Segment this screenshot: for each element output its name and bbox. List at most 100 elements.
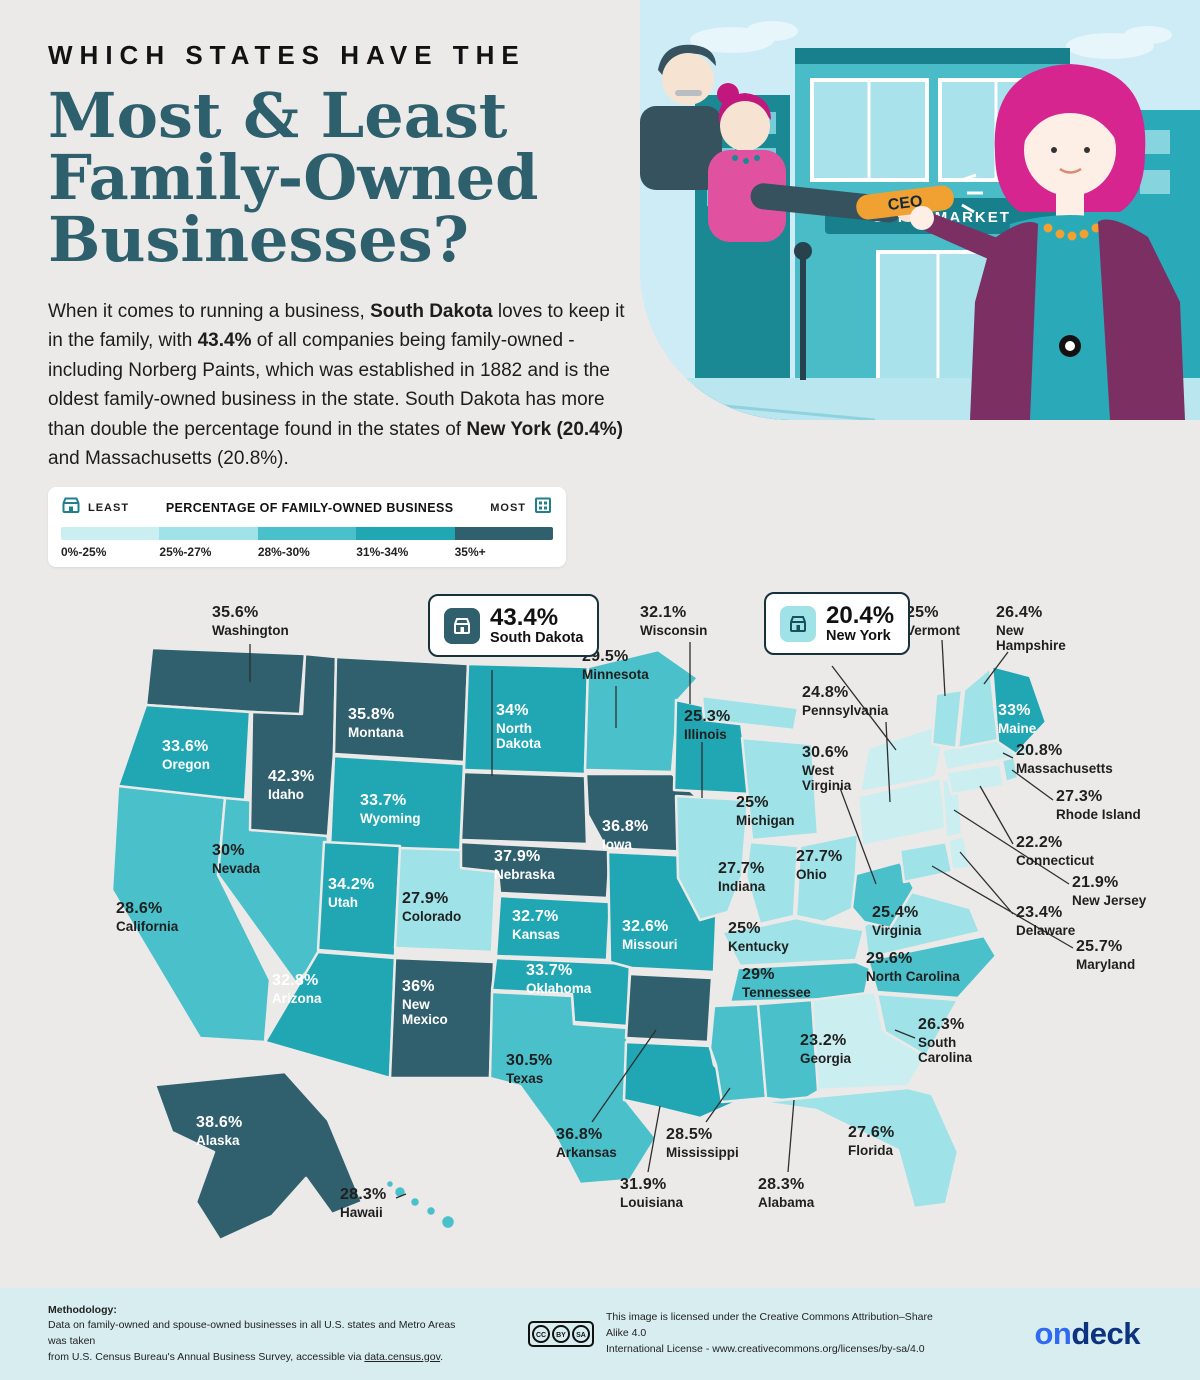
motion-lines [961,173,983,214]
state-south-dakota [459,770,589,846]
intro-paragraph: When it comes to running a business, Sou… [48,301,625,470]
business-icon [780,605,816,642]
state-label-washington: 35.6% Washington [212,604,289,638]
state-label-south-carolina: 26.3% South Carolina [918,1016,973,1066]
state-north-carolina [866,934,998,1000]
state-label-utah: 34.2% Utah [328,876,375,910]
state-ohio [794,832,860,924]
state-label-massachusetts: 20.8% Massachusetts [1016,742,1113,776]
legend-swatch-0 [61,527,160,540]
state-label-new-hampshire: 26.4% New Hampshire [996,604,1066,654]
state-label-virginia: 25.4% Virginia [872,904,922,938]
legend-swatch-1 [159,527,258,540]
state-connecticut [944,762,1006,796]
legend-range-0: 0%-25% [61,545,107,559]
leader-line [931,865,1074,949]
footer: Methodology: Data on family-owned and sp… [0,1288,1200,1380]
legend-swatch-4 [454,527,553,540]
state-florida [758,1086,960,1210]
south-dakota-callout: 43.4% South Dakota [428,594,600,658]
business-icon [444,607,480,644]
ceo-baton-text: CEO [887,193,923,214]
state-label-kansas: 32.7% Kansas [512,908,561,942]
header: WHICH STATES HAVE THE Most & Least Famil… [48,40,648,474]
legend-swatch-2 [257,527,357,540]
leader-line [647,1105,661,1173]
leader-line [1011,769,1054,801]
state-label-north-carolina: 29.6% North Carolina [866,950,960,984]
kicker: WHICH STATES HAVE THE [48,40,526,70]
legend: LEAST PERCENTAGE OF FAMILY-OWNED BUSINES… [48,487,566,567]
callout-state-name: New York [826,628,891,645]
large-business-icon [533,496,553,519]
lamp-post-icon [794,242,812,380]
legend-range-labels: 0%-25% 25%-27% 28%-30% 31%-34% 35%+ [61,545,553,559]
legend-title: PERCENTAGE OF FAMILY-OWNED BUSINESS [165,500,454,515]
license: CC BY SA This image is licensed under th… [528,1310,936,1357]
state-label-arkansas: 36.8% Arkansas [556,1126,617,1160]
legend-most-label: MOST [490,501,526,514]
state-label-rhode-island: 27.3% Rhode Island [1056,788,1141,822]
state-label-iowa: 36.8% Iowa [602,818,649,852]
legend-range-4: 35%+ [454,545,486,559]
state-label-alabama: 28.3% Alabama [758,1176,815,1210]
state-utah [316,840,402,958]
leader-line [983,651,1009,685]
person-woman-bun [708,83,786,242]
state-label-maryland: 25.7% Maryland [1076,938,1136,972]
leader-line [953,809,1070,885]
state-maine [990,664,1048,756]
leader-line [959,851,1014,915]
person-ceo-woman [910,64,1185,420]
legend-swatch-3 [356,527,455,540]
cloud-icon [746,21,798,41]
methodology-text: Data on family-owned and spouse-owned bu… [48,1319,456,1363]
leader-line [395,1193,407,1199]
state-label-pennsylvania: 24.8% Pennsylvania [802,684,889,718]
small-business-icon [61,496,81,519]
state-label-maine: 33% Maine [998,702,1037,736]
state-label-hawaii: 28.3% Hawaii [340,1186,387,1220]
leader-line [839,787,877,885]
state-label-west-virginia: 30.6% West Virginia [802,744,852,794]
leader-line [885,721,891,803]
legend-range-2: 28%-30% [257,545,310,559]
state-arkansas [624,972,714,1044]
leader-line [941,639,946,697]
state-label-georgia: 23.2% Georgia [800,1032,852,1066]
methodology: Methodology: Data on family-owned and sp… [48,1303,468,1366]
state-label-ohio: 27.7% Ohio [796,848,843,882]
methodology-label: Methodology: [48,1303,117,1316]
state-label-michigan: 25% Michigan [736,794,795,828]
legend-color-bar [61,527,553,540]
state-label-mississippi: 28.5% Mississippi [666,1126,739,1160]
state-label-texas: 30.5% Texas [506,1052,553,1086]
leader-line [591,1029,657,1123]
state-label-north-dakota: 34% North Dakota [496,702,542,752]
state-vermont [930,688,964,750]
state-label-louisiana: 31.9% Louisiana [620,1176,684,1210]
state-label-indiana: 27.7% Indiana [718,860,766,894]
state-label-oklahoma: 33.7% Oklahoma [526,962,592,996]
legend-range-1: 25%-27% [159,545,212,559]
state-label-nevada: 30% Nevada [212,842,261,876]
data-census-link[interactable]: data.census.gov [364,1350,441,1363]
cloud-icon [1124,26,1172,44]
person-older-man [640,44,722,190]
us-map-svg [110,639,1074,1242]
state-label-nebraska: 37.9% Nebraska [494,848,555,882]
state-arizona [263,950,397,1080]
state-label-oregon: 33.6% Oregon [162,738,211,772]
state-texas [488,990,658,1186]
state-washington [144,646,307,717]
state-label-alaska: 38.6% Alaska [196,1114,243,1148]
state-nebraska [459,840,612,900]
svg-text:BY: BY [556,1332,566,1339]
state-label-new-jersey: 21.9% New Jersey [1072,874,1147,908]
state-alabama [756,998,822,1104]
callout-state-name: South Dakota [490,630,584,647]
ondeck-logo: ondeck [1034,1316,1140,1351]
state-label-montana: 35.8% Montana [348,706,404,740]
leader-line [894,1029,916,1039]
